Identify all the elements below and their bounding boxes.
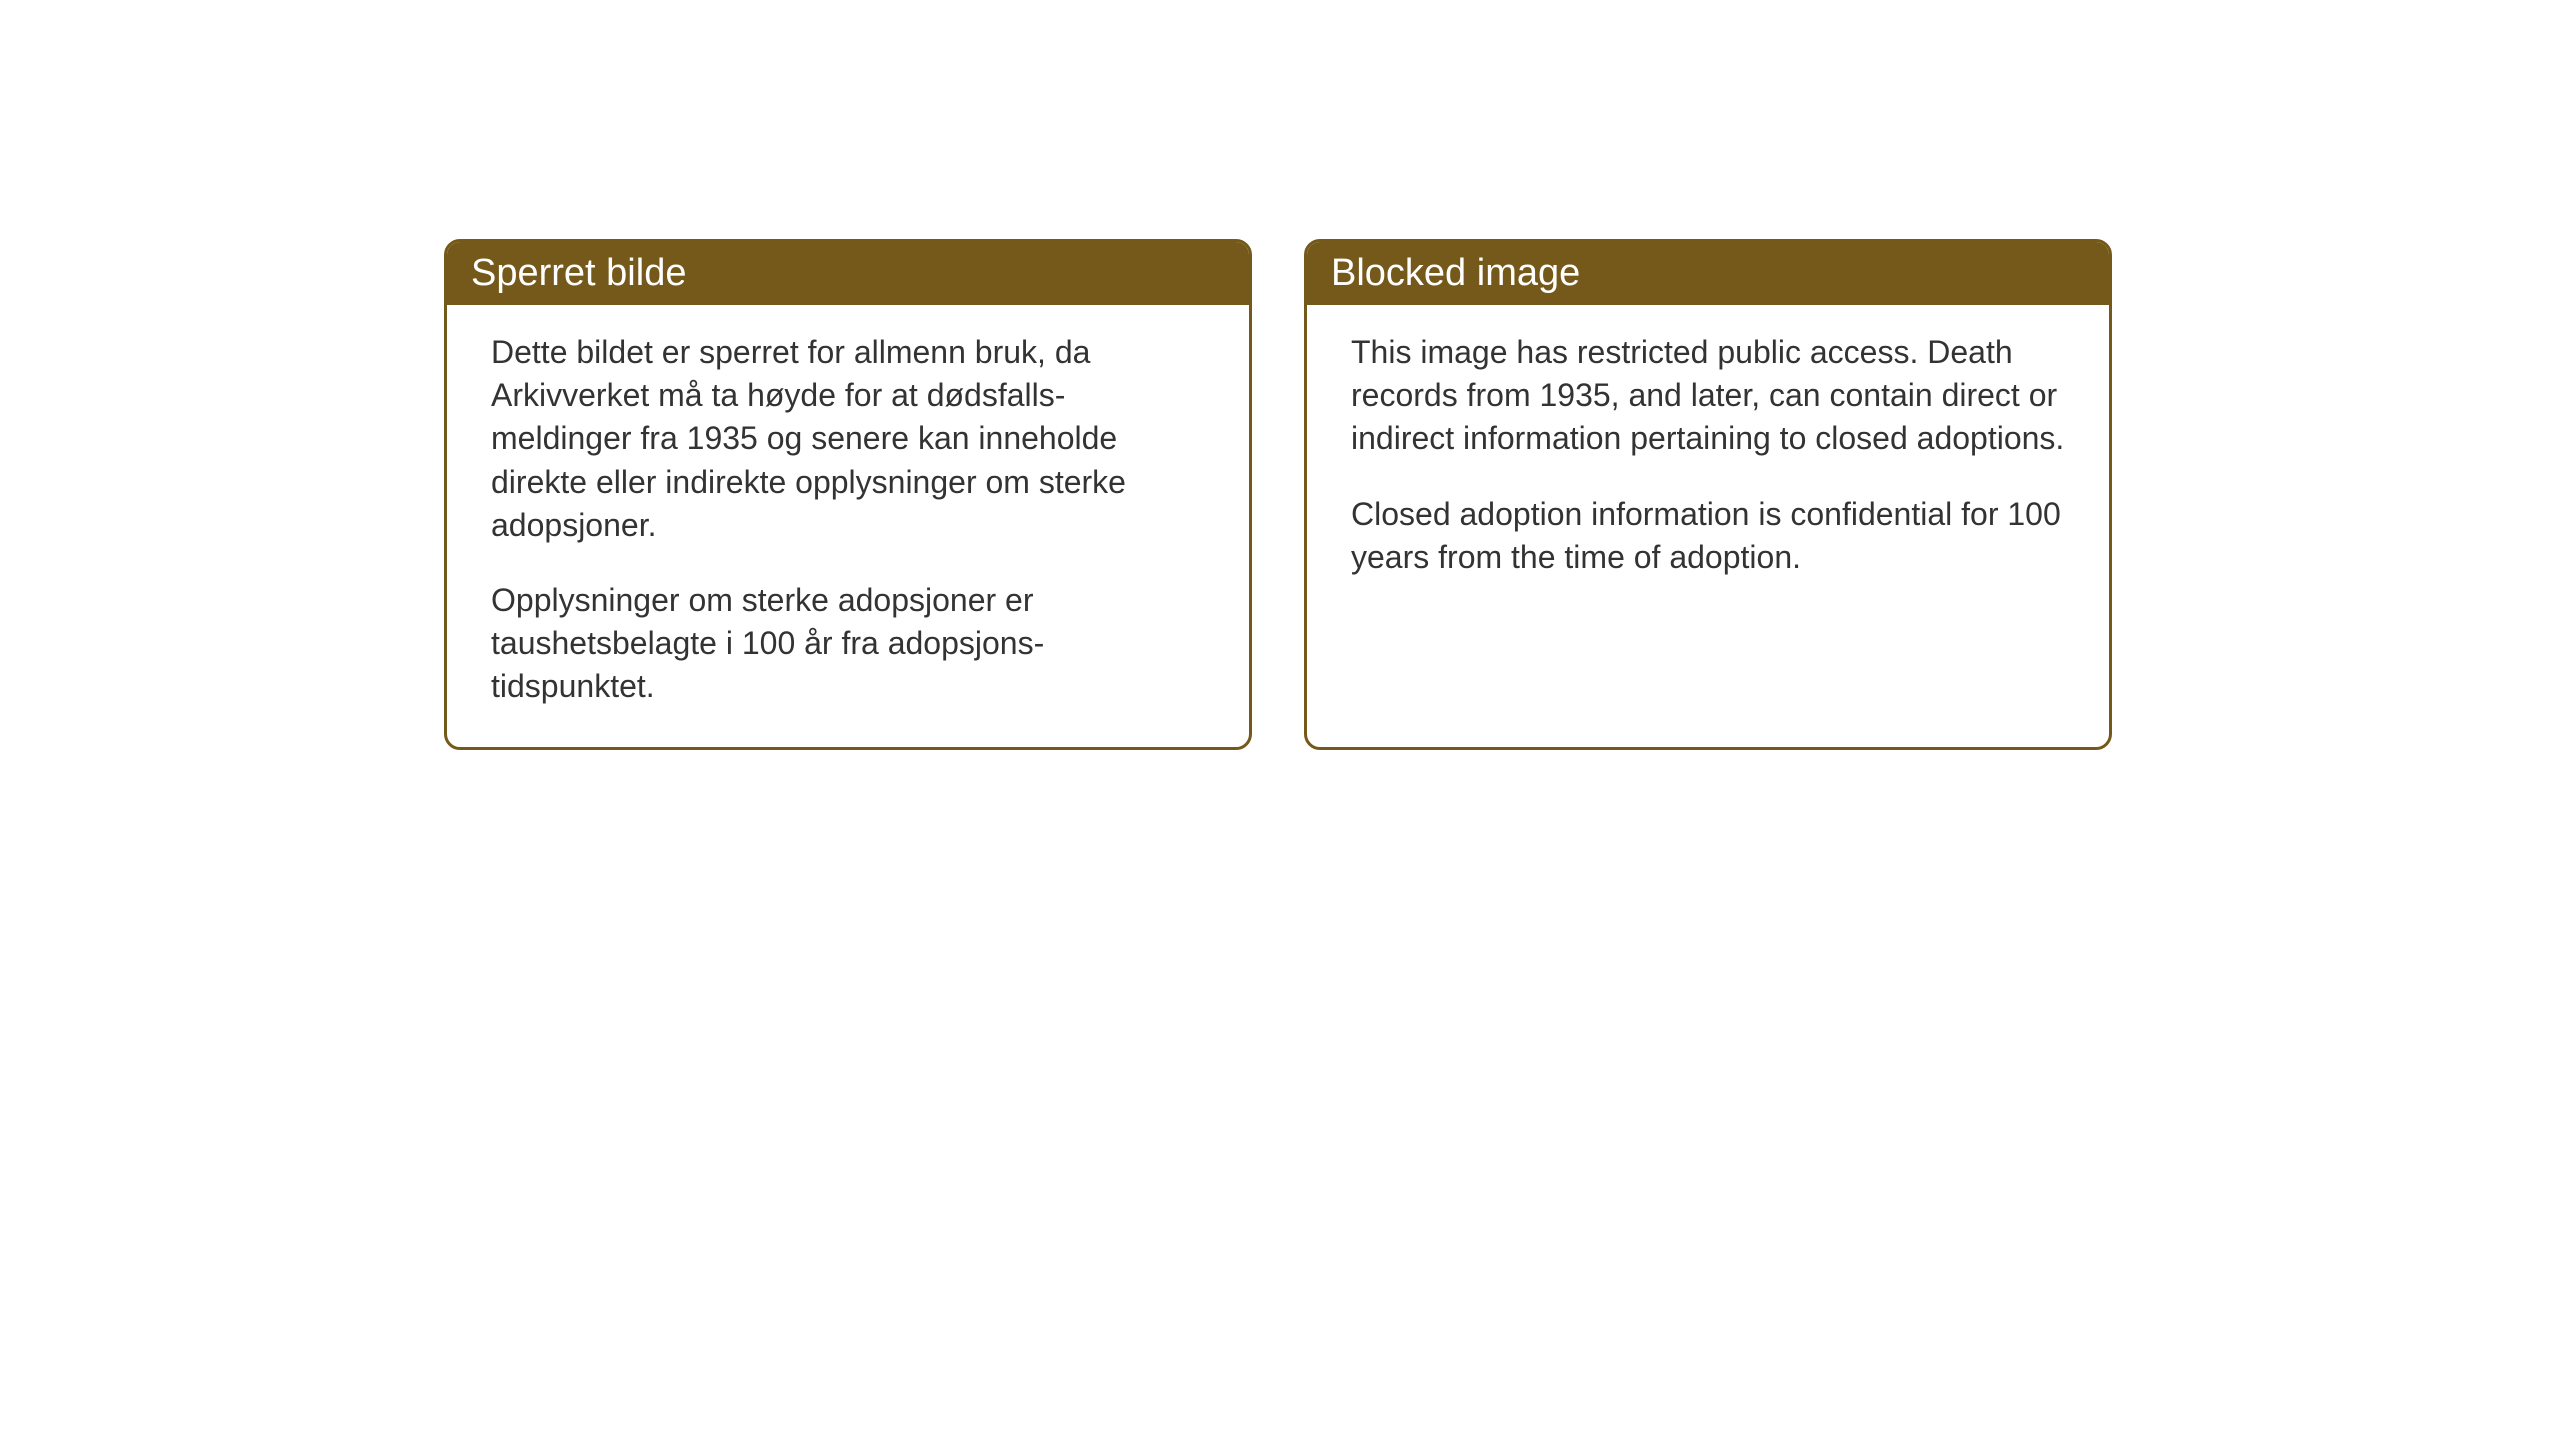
- notice-card-norwegian: Sperret bilde Dette bildet er sperret fo…: [444, 239, 1252, 750]
- card-paragraph: Closed adoption information is confident…: [1351, 493, 2065, 579]
- card-title: Blocked image: [1331, 252, 1580, 294]
- card-paragraph: This image has restricted public access.…: [1351, 331, 2065, 461]
- card-header: Blocked image: [1307, 242, 2109, 305]
- card-body: Dette bildet er sperret for allmenn bruk…: [447, 305, 1249, 747]
- card-paragraph: Dette bildet er sperret for allmenn bruk…: [491, 331, 1205, 547]
- notice-card-english: Blocked image This image has restricted …: [1304, 239, 2112, 750]
- notice-container: Sperret bilde Dette bildet er sperret fo…: [444, 239, 2112, 750]
- card-title: Sperret bilde: [471, 252, 686, 294]
- card-paragraph: Opplysninger om sterke adopsjoner er tau…: [491, 579, 1205, 709]
- card-header: Sperret bilde: [447, 242, 1249, 305]
- card-body: This image has restricted public access.…: [1307, 305, 2109, 617]
